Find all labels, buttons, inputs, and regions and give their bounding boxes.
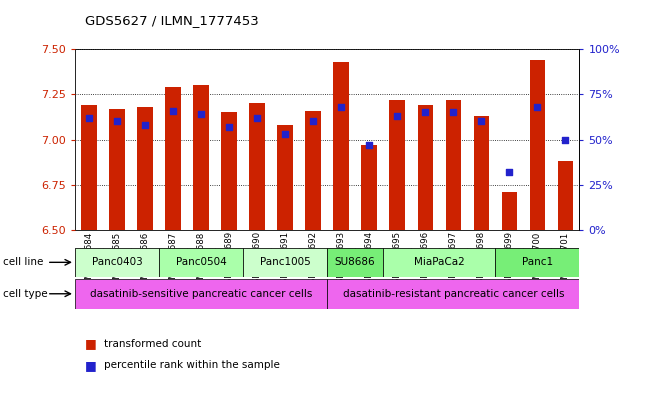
Bar bbox=[439, 248, 467, 277]
Text: dasatinib-sensitive pancreatic cancer cells: dasatinib-sensitive pancreatic cancer ce… bbox=[90, 289, 312, 299]
Text: ■: ■ bbox=[85, 337, 96, 351]
Bar bbox=[467, 248, 495, 277]
Bar bbox=[355, 248, 383, 277]
Text: Panc0504: Panc0504 bbox=[176, 257, 227, 267]
Text: SU8686: SU8686 bbox=[335, 257, 376, 267]
Bar bbox=[193, 85, 209, 230]
Bar bbox=[383, 248, 495, 277]
Bar bbox=[75, 248, 103, 277]
Bar bbox=[131, 248, 159, 277]
Bar bbox=[333, 62, 349, 230]
Text: ■: ■ bbox=[85, 359, 96, 372]
Bar bbox=[327, 248, 355, 277]
Bar bbox=[445, 100, 461, 230]
Bar bbox=[495, 248, 579, 277]
Point bbox=[448, 109, 458, 116]
Point bbox=[308, 118, 318, 125]
Bar bbox=[305, 110, 321, 230]
Bar bbox=[243, 248, 327, 277]
Point bbox=[84, 115, 94, 121]
Point bbox=[224, 124, 234, 130]
Point bbox=[280, 131, 290, 137]
Text: MiaPaCa2: MiaPaCa2 bbox=[414, 257, 465, 267]
Bar bbox=[165, 87, 181, 230]
Bar bbox=[551, 248, 579, 277]
Bar bbox=[159, 248, 243, 277]
Text: GDS5627 / ILMN_1777453: GDS5627 / ILMN_1777453 bbox=[85, 14, 258, 27]
Bar bbox=[221, 112, 237, 230]
Point bbox=[140, 122, 150, 128]
Bar bbox=[495, 248, 523, 277]
Point bbox=[476, 118, 486, 125]
Bar bbox=[361, 145, 377, 230]
Bar bbox=[249, 103, 265, 230]
Bar bbox=[137, 107, 152, 230]
Text: transformed count: transformed count bbox=[104, 339, 201, 349]
Bar bbox=[277, 125, 293, 230]
Point bbox=[560, 136, 570, 143]
Bar bbox=[271, 248, 299, 277]
Bar bbox=[327, 248, 383, 277]
Bar bbox=[75, 279, 327, 309]
Text: dasatinib-resistant pancreatic cancer cells: dasatinib-resistant pancreatic cancer ce… bbox=[342, 289, 564, 299]
Bar bbox=[473, 116, 489, 230]
Bar bbox=[187, 248, 215, 277]
Text: Panc1: Panc1 bbox=[522, 257, 553, 267]
Bar bbox=[523, 248, 551, 277]
Bar bbox=[215, 248, 243, 277]
Point bbox=[252, 115, 262, 121]
Text: cell line: cell line bbox=[3, 257, 44, 267]
Bar bbox=[103, 248, 131, 277]
Point bbox=[196, 111, 206, 118]
Bar bbox=[389, 100, 405, 230]
Point bbox=[112, 118, 122, 125]
Bar bbox=[558, 161, 573, 230]
Point bbox=[532, 104, 542, 110]
Point bbox=[364, 142, 374, 148]
Bar bbox=[299, 248, 327, 277]
Bar bbox=[109, 109, 124, 230]
Bar bbox=[81, 105, 96, 230]
Point bbox=[504, 169, 514, 175]
Text: cell type: cell type bbox=[3, 289, 48, 299]
Bar bbox=[75, 248, 159, 277]
Point bbox=[336, 104, 346, 110]
Text: percentile rank within the sample: percentile rank within the sample bbox=[104, 360, 280, 371]
Text: Panc1005: Panc1005 bbox=[260, 257, 311, 267]
Point bbox=[168, 107, 178, 114]
Text: Panc0403: Panc0403 bbox=[92, 257, 143, 267]
Bar bbox=[243, 248, 271, 277]
Bar bbox=[502, 192, 517, 230]
Bar bbox=[159, 248, 187, 277]
Bar bbox=[411, 248, 439, 277]
Bar bbox=[327, 279, 579, 309]
Bar bbox=[417, 105, 433, 230]
Point bbox=[392, 113, 402, 119]
Point bbox=[420, 109, 430, 116]
Bar bbox=[383, 248, 411, 277]
Bar bbox=[530, 60, 545, 230]
